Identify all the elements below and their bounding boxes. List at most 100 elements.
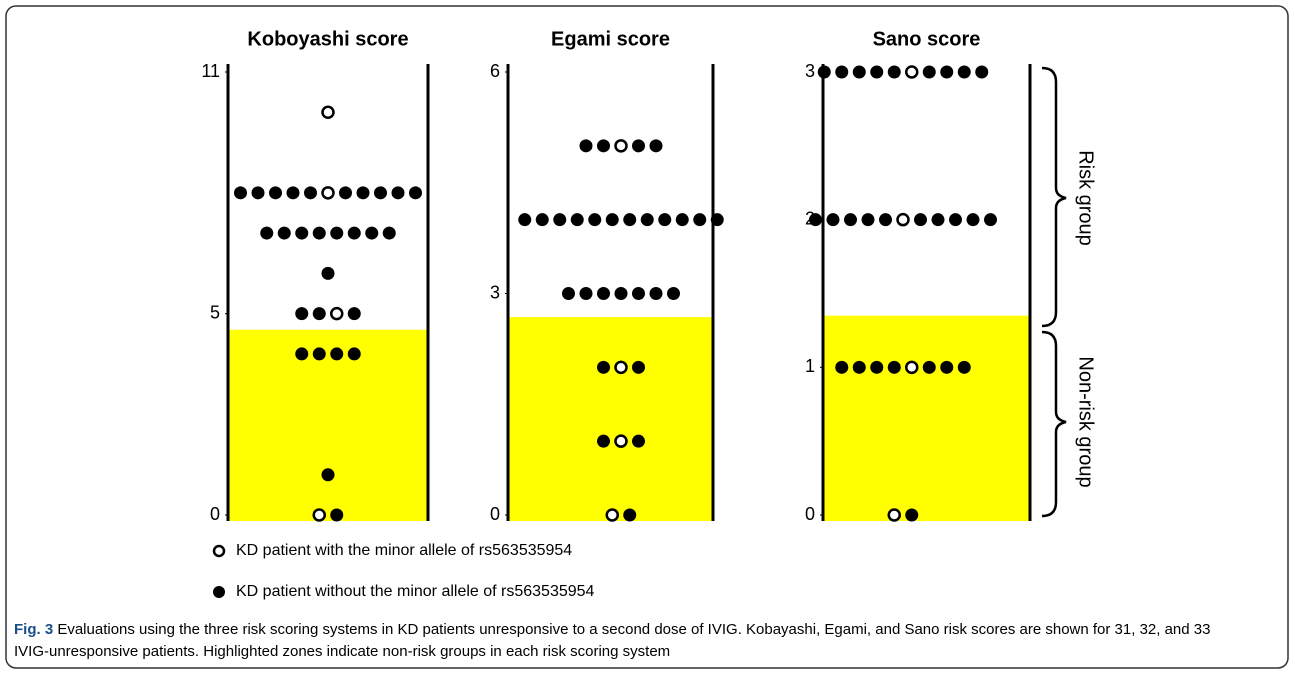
dot-without-allele (597, 434, 610, 448)
figure-frame (5, 5, 1289, 669)
group-label: Non-risk group (1075, 356, 1097, 487)
dot-without-allele (658, 213, 672, 227)
dot-without-allele (295, 226, 309, 240)
dot-without-allele (817, 65, 831, 79)
dot-without-allele (693, 213, 707, 227)
dot-without-allele (949, 213, 962, 227)
dot-without-allele (251, 186, 265, 200)
dot-with-allele (312, 508, 326, 522)
dot-without-allele (597, 139, 610, 153)
dot-without-allele (861, 213, 875, 227)
dot-without-allele (905, 508, 919, 522)
dot-without-allele (579, 287, 593, 300)
dot-without-allele (304, 186, 317, 200)
dot-without-allele (649, 287, 663, 300)
dot-without-allele (347, 307, 361, 321)
dot-without-allele (347, 347, 361, 361)
dot-without-allele (940, 65, 954, 79)
dot-without-allele (597, 360, 610, 374)
dot-without-allele (614, 287, 628, 300)
dot-with-allele (905, 65, 919, 79)
dot-without-allele (365, 226, 379, 240)
highlight-zone (823, 315, 1030, 521)
y-tick-label: 3 (805, 61, 815, 81)
dot-without-allele (518, 213, 532, 227)
highlight-zone (508, 317, 713, 521)
dot-without-allele (277, 226, 291, 240)
dot-without-allele (809, 213, 822, 227)
dot-without-allele (535, 213, 549, 227)
dot-without-allele (623, 213, 637, 227)
dot-with-allele (321, 186, 335, 200)
dot-without-allele (409, 186, 422, 200)
dot-without-allele (675, 213, 689, 227)
dot-without-allele (931, 213, 945, 227)
y-tick-label: 3 (490, 282, 500, 302)
dot-without-allele (321, 266, 335, 280)
dot-without-allele (339, 186, 352, 200)
dot-without-allele (347, 226, 361, 240)
dot-with-allele (905, 360, 919, 375)
legend-marker (212, 544, 226, 558)
dot-without-allele (579, 139, 593, 153)
caption-text: Evaluations using the three risk scoring… (53, 621, 1210, 638)
caption-text-line: IVIG-unresponsive patients. Highlighted … (14, 643, 670, 660)
dot-without-allele (835, 65, 849, 79)
dot-with-allele (605, 508, 619, 522)
dot-with-allele (614, 139, 628, 153)
y-tick-label: 0 (490, 504, 500, 524)
dot-without-allele (826, 213, 840, 227)
dot-without-allele (870, 65, 884, 79)
risk-brace (1041, 66, 1067, 328)
dot-with-allele (896, 212, 910, 227)
dot-without-allele (588, 213, 602, 227)
dot-without-allele (553, 213, 567, 227)
dot-without-allele (312, 347, 326, 361)
group-label: Risk group (1075, 150, 1097, 246)
dot-without-allele (234, 186, 247, 200)
dot-without-allele (835, 360, 849, 374)
dot-without-allele (887, 65, 901, 79)
dot-without-allele (922, 65, 936, 79)
dot-without-allele (295, 307, 309, 321)
y-tick-label: 1 (805, 356, 815, 376)
dot-without-allele (870, 360, 884, 374)
dot-with-allele (614, 360, 628, 375)
panel-title: Sano score (873, 28, 981, 50)
dot-without-allele (623, 508, 637, 522)
dot-with-allele (887, 508, 901, 522)
panel-title: Egami score (551, 28, 670, 50)
dot-without-allele (844, 213, 857, 227)
highlight-zone (228, 329, 428, 521)
dot-without-allele (975, 65, 989, 79)
legend-label: KD patient with the minor allele of rs56… (236, 542, 572, 559)
caption-label: Fig. 3 (14, 621, 53, 638)
dot-without-allele (295, 347, 309, 361)
dot-without-allele (914, 213, 927, 227)
dot-without-allele (710, 213, 724, 227)
dot-without-allele (374, 186, 387, 200)
y-tick-label: 0 (805, 504, 815, 524)
dot-without-allele (356, 186, 370, 200)
y-tick-label: 6 (490, 61, 500, 81)
dot-without-allele (957, 65, 971, 79)
legend-marker (213, 586, 225, 598)
dot-without-allele (570, 213, 584, 227)
dot-without-allele (330, 347, 344, 361)
dot-without-allele (632, 287, 645, 300)
dot-without-allele (640, 213, 654, 227)
dot-with-allele (614, 434, 628, 448)
dot-without-allele (966, 213, 980, 227)
dot-without-allele (887, 360, 901, 374)
dot-without-allele (312, 307, 326, 321)
dot-without-allele (269, 186, 282, 200)
dot-without-allele (382, 226, 396, 240)
dot-with-allele (330, 306, 344, 321)
dot-without-allele (879, 213, 892, 227)
panel-title: Koboyashi score (247, 28, 408, 50)
dot-without-allele (852, 65, 866, 79)
dot-without-allele (260, 226, 274, 240)
dot-without-allele (312, 226, 326, 240)
